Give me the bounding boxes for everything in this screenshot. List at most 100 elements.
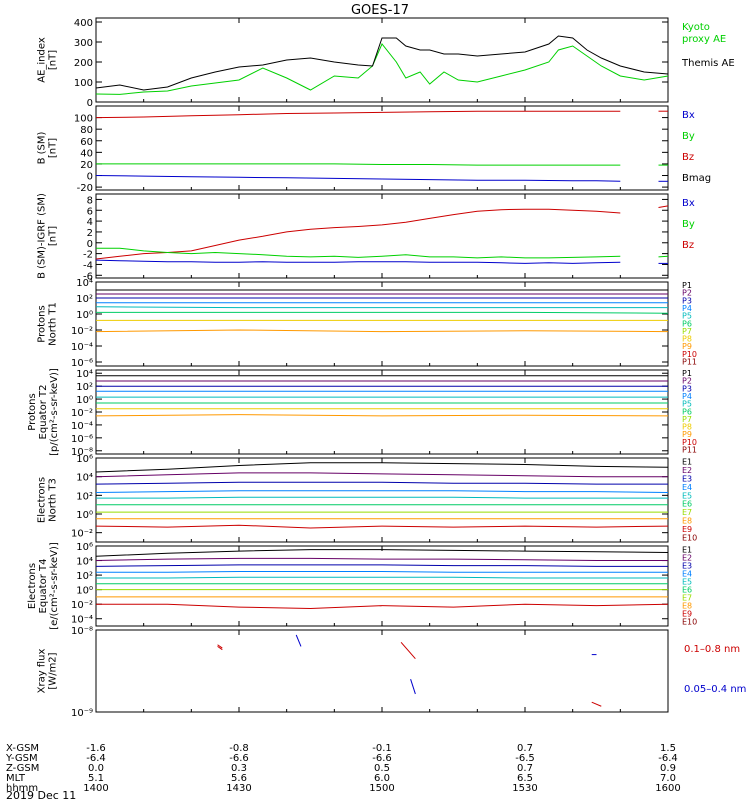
y-tick-label: 0 [87,98,93,109]
legend-label: P5 [682,400,692,409]
legend-label: P8 [682,335,692,344]
legend-label: Bz [682,240,694,251]
series-line [95,557,668,561]
legend-label: 0.1–0.8 nm [684,644,740,655]
y-tick-label: 10⁻⁶ [71,434,93,445]
series-line [95,481,668,485]
series-line [95,259,621,264]
y-tick-label: 0 [87,239,93,250]
x-value: -6.4 [86,753,106,764]
y-tick-label: 10⁻⁴ [71,615,93,626]
series-line [95,524,669,529]
series-line [96,163,621,166]
flux-segment [295,634,302,647]
x-value: 1430 [226,783,251,794]
panel-pn: 10⁴ 10² 10⁰ 10⁻² 10⁻⁴ 10⁻⁶ Protons North T1 P1P2… [37,278,698,369]
x-row-label: Z-GSM [6,763,39,774]
x-value: 1600 [655,783,680,794]
series-line [96,311,669,314]
y-tick-label: 300 [74,38,93,49]
series-line [95,462,669,473]
legend-label: E10 [682,533,697,542]
legend-label: E9 [682,525,692,534]
legend-label: P3 [682,296,692,305]
legend-label: E5 [682,577,692,586]
panel-pe: 10⁴ 10² 10⁰ 10⁻² 10⁻⁴ 10⁻⁶ 10⁻⁸ Protons Equator … [27,368,697,458]
x-value: 1400 [83,783,108,794]
y-tick-label: 10⁰ [76,586,93,597]
y-tick-label: 10⁻⁹ [71,708,93,719]
panel-frame [95,369,669,455]
x-value: 0.5 [374,763,390,774]
panel-frame [95,629,669,713]
y-axis-label: Equator T4 [38,559,49,614]
legend-label: P1 [682,369,692,378]
series-line [95,306,668,309]
x-axis-table: X-GSMY-GSMZ-GSMMLThhmm-1.6-6.40.05.11400… [5,743,681,794]
panel-frame [95,457,669,543]
x-value: 0.3 [231,763,247,774]
y-tick-label: 100 [74,114,93,125]
x-value: 1.5 [660,743,676,754]
x-value: 1530 [512,783,537,794]
y-tick-label: 10⁰ [76,395,93,406]
legend-label: Bx [682,198,695,209]
x-value: -6.6 [372,753,392,764]
x-value: 5.6 [231,773,247,784]
series-line [95,490,669,493]
y-tick-label: -20 [77,183,93,194]
x-value: -6.6 [229,753,249,764]
legend-label: P2 [682,289,692,298]
series-line [95,329,669,333]
x-value: -6.4 [658,753,678,764]
legend-label: P10 [682,438,697,447]
panel-frame [95,105,669,191]
y-tick-label: 6 [87,206,93,217]
series-line [96,247,621,259]
series-line [95,472,668,478]
legend-label: Bz [682,152,694,163]
y-axis-label: B (SM) [37,131,48,164]
y-tick-label: 8 [87,195,93,206]
x-row-label: MLT [6,773,26,784]
legend-label: E7 [682,508,692,517]
series-line [95,110,621,119]
x-value: 6.0 [374,773,390,784]
y-tick-label: 200 [74,58,93,69]
legend-label: P3 [682,384,692,393]
x-value: 1500 [369,783,394,794]
flux-segment [217,644,223,649]
series-line [95,175,621,182]
y-tick-label: 10⁶ [76,454,93,465]
x-value: -6.5 [515,753,535,764]
y-axis-label: [W/m2] [48,652,59,689]
y-tick-label: 20 [80,160,93,171]
legend-label: P4 [682,304,692,313]
y-tick-label: 10⁻⁸ [71,447,93,458]
legend-label: P4 [682,392,692,401]
x-value: 5.1 [88,773,104,784]
y-axis-label: [nT] [48,50,59,70]
series-line [95,208,621,260]
legend-label: Bmag [682,173,711,184]
legend-label: P2 [682,377,692,386]
legend-label: E3 [682,475,692,484]
flux-segment [217,645,223,651]
legend-label: P7 [682,327,692,336]
y-axis-label: B (SM)-IGRF (SM) [37,193,48,279]
y-tick-label: 10² [76,491,93,502]
y-tick-label: 10⁴ [76,557,93,568]
x-row-label: hhmm [6,783,38,794]
legend-label: P1 [682,281,692,290]
y-axis-label: [nT] [48,226,59,246]
legend-label: P7 [682,415,692,424]
legend-label: P11 [682,445,697,454]
y-tick-label: 10² [76,294,93,305]
legend-label: P6 [682,319,692,328]
legend-label: By [682,219,695,230]
legend-label: P10 [682,350,697,359]
y-tick-label: 400 [74,18,93,29]
x-value: -0.1 [372,743,392,754]
